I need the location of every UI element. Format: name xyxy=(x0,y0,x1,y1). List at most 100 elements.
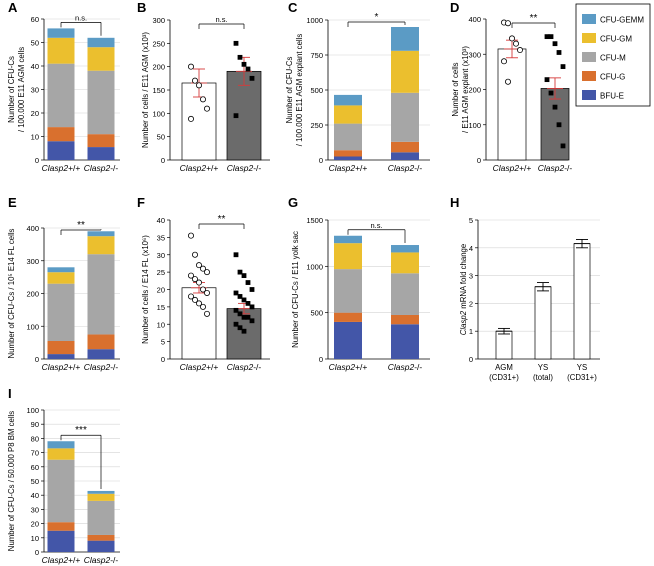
data-point xyxy=(233,321,239,327)
y-tick-label: 1000 xyxy=(306,16,323,25)
y-tick-label: 150 xyxy=(152,86,165,95)
y-tick-label: 100 xyxy=(468,121,481,130)
data-point xyxy=(560,64,566,69)
bar-segment-cfu-g xyxy=(47,522,75,531)
y-tick-label: 0 xyxy=(477,156,481,165)
bar-segment-cfu-m xyxy=(87,254,115,335)
x-tick-label: Clasp2-/- xyxy=(538,163,573,173)
significance-label: ** xyxy=(218,214,226,225)
data-point xyxy=(245,301,251,306)
y-tick-label: 0 xyxy=(161,156,165,165)
legend-swatch xyxy=(582,33,596,43)
data-point xyxy=(233,290,239,296)
x-tick-label: Clasp2+/+ xyxy=(42,555,81,565)
data-point xyxy=(548,34,554,40)
bar-segment-bfu-e xyxy=(47,354,75,359)
significance-label: ** xyxy=(77,220,85,231)
bar-segment-cfu-m xyxy=(334,123,362,151)
y-tick-label: 200 xyxy=(26,290,39,299)
bar-segment-cfu-g xyxy=(87,334,115,350)
y-tick-label: 300 xyxy=(152,16,165,25)
bar xyxy=(534,286,552,360)
data-point xyxy=(249,75,255,81)
bar-segment-cfu-gm xyxy=(87,236,115,255)
bar-segment-cfu-gm xyxy=(391,252,419,274)
y-tick-label: 0 xyxy=(469,355,473,364)
bar xyxy=(497,48,527,161)
bar xyxy=(495,330,513,360)
bar xyxy=(226,70,262,161)
y-axis-label: Number of cells / E11 AGM (x10³) xyxy=(141,32,150,148)
data-point xyxy=(245,280,251,285)
y-tick-label: 200 xyxy=(152,63,165,72)
x-tick-label: (CD31+) xyxy=(567,373,597,382)
y-tick-label: 25 xyxy=(157,268,165,277)
y-tick-label: 40 xyxy=(157,216,165,225)
legend-swatch xyxy=(582,14,596,24)
data-point xyxy=(560,143,566,149)
bar-segment-bfu-e xyxy=(334,156,362,160)
data-point xyxy=(203,289,210,296)
y-tick-label: 1000 xyxy=(306,262,323,271)
data-point xyxy=(237,325,243,331)
legend-label: CFU-G xyxy=(600,73,625,82)
data-point xyxy=(187,232,194,239)
bar-segment-cfu-gm xyxy=(87,47,115,71)
bar-segment-cfu-gemm xyxy=(47,267,75,273)
panel-label: B xyxy=(137,0,146,15)
x-tick-label: Clasp2-/- xyxy=(227,163,262,173)
y-tick-label: 100 xyxy=(26,406,39,415)
panel-label: D xyxy=(450,0,459,15)
bar-segment-cfu-gemm xyxy=(47,28,75,38)
data-point xyxy=(187,293,194,300)
bar-segment-cfu-m xyxy=(391,92,419,142)
bar-segment-cfu-gm xyxy=(87,493,115,501)
bar-segment-cfu-gm xyxy=(47,37,75,64)
data-point xyxy=(241,314,247,320)
y-axis-label: / 100.000 E11 AGM cells xyxy=(17,47,26,132)
legend-label: CFU-M xyxy=(600,54,626,63)
y-axis-label: Clasp2 mRNA fold change xyxy=(459,244,468,335)
legend: CFU-GEMM CFU-GM CFU-M CFU-G BFU-E xyxy=(575,3,651,107)
panel-label: A xyxy=(8,0,18,15)
bar-segment-bfu-e xyxy=(87,147,115,160)
bar-segment-cfu-g xyxy=(334,312,362,322)
x-tick-label: YS xyxy=(577,363,587,372)
legend-label: CFU-GEMM xyxy=(600,16,644,25)
panel-label: F xyxy=(137,195,145,210)
y-tick-label: 5 xyxy=(161,338,165,347)
significance-label: n.s. xyxy=(215,15,227,24)
data-point xyxy=(195,262,202,269)
y-tick-label: 0 xyxy=(35,355,39,364)
y-tick-label: 1 xyxy=(469,327,473,336)
y-tick-label: 20 xyxy=(31,109,39,118)
y-tick-label: 30 xyxy=(157,251,165,260)
x-tick-label: Clasp2-/- xyxy=(388,163,423,173)
data-point xyxy=(195,82,202,89)
data-point xyxy=(187,115,194,122)
y-tick-label: 0 xyxy=(35,156,39,165)
data-point xyxy=(199,286,206,293)
y-tick-label: 40 xyxy=(31,491,39,500)
data-point xyxy=(233,40,239,46)
y-tick-label: 70 xyxy=(31,449,39,458)
bar-segment-cfu-g xyxy=(391,141,419,153)
y-tick-label: 250 xyxy=(152,39,165,48)
y-tick-label: 30 xyxy=(31,86,39,95)
bar-segment-cfu-gemm xyxy=(334,94,362,106)
data-point xyxy=(241,273,247,278)
data-point xyxy=(203,269,210,276)
panel-f: F 0 5 10 15 20 25 30 35 40 Number of cells / E14 F… xyxy=(137,195,270,372)
y-tick-label: 35 xyxy=(157,233,165,242)
bar-segment-cfu-g xyxy=(334,150,362,157)
y-tick-label: 400 xyxy=(468,15,481,24)
y-tick-label: 500 xyxy=(310,86,323,95)
bar-segment-cfu-m xyxy=(47,459,75,523)
x-tick-label: YS xyxy=(538,363,548,372)
y-tick-label: 10 xyxy=(157,320,165,329)
data-point xyxy=(508,35,515,42)
data-point xyxy=(191,77,198,84)
data-point xyxy=(191,296,198,303)
bar-segment-bfu-e xyxy=(87,540,115,552)
